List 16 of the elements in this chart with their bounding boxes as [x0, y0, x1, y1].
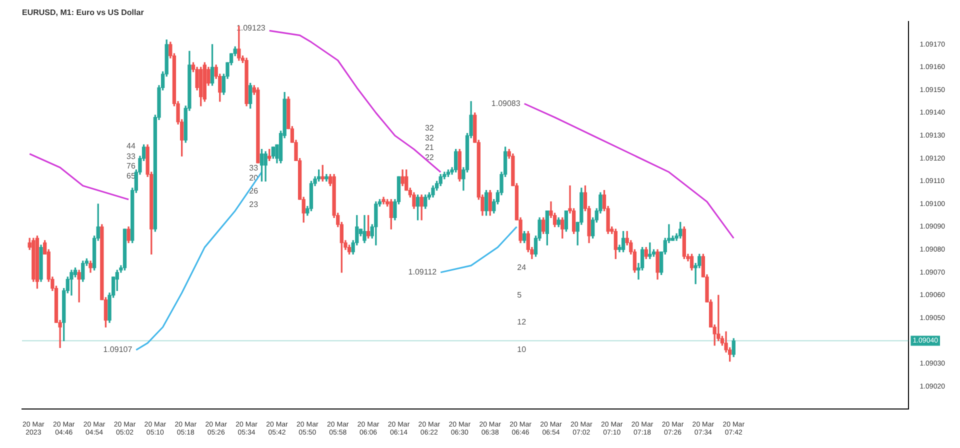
annotation: 21	[424, 143, 434, 152]
annotation: 33	[249, 163, 259, 172]
annotation: 44	[126, 141, 136, 150]
annotation: 1.09112	[408, 268, 438, 277]
annotation: 5	[517, 290, 522, 300]
annotation: 32	[424, 133, 434, 142]
chart-title: EURUSD, M1: Euro vs US Dollar	[22, 8, 144, 18]
annotation: 12	[517, 317, 527, 326]
annotation: 10	[517, 344, 527, 354]
annotation: 1.09083	[491, 98, 521, 108]
annotation: 1.09107	[103, 345, 133, 354]
annotation: 33	[126, 152, 136, 161]
annotation: 32	[424, 123, 434, 132]
annotation: 24	[517, 263, 527, 272]
annotation: 76	[126, 162, 136, 171]
annotation: 23	[249, 200, 259, 209]
